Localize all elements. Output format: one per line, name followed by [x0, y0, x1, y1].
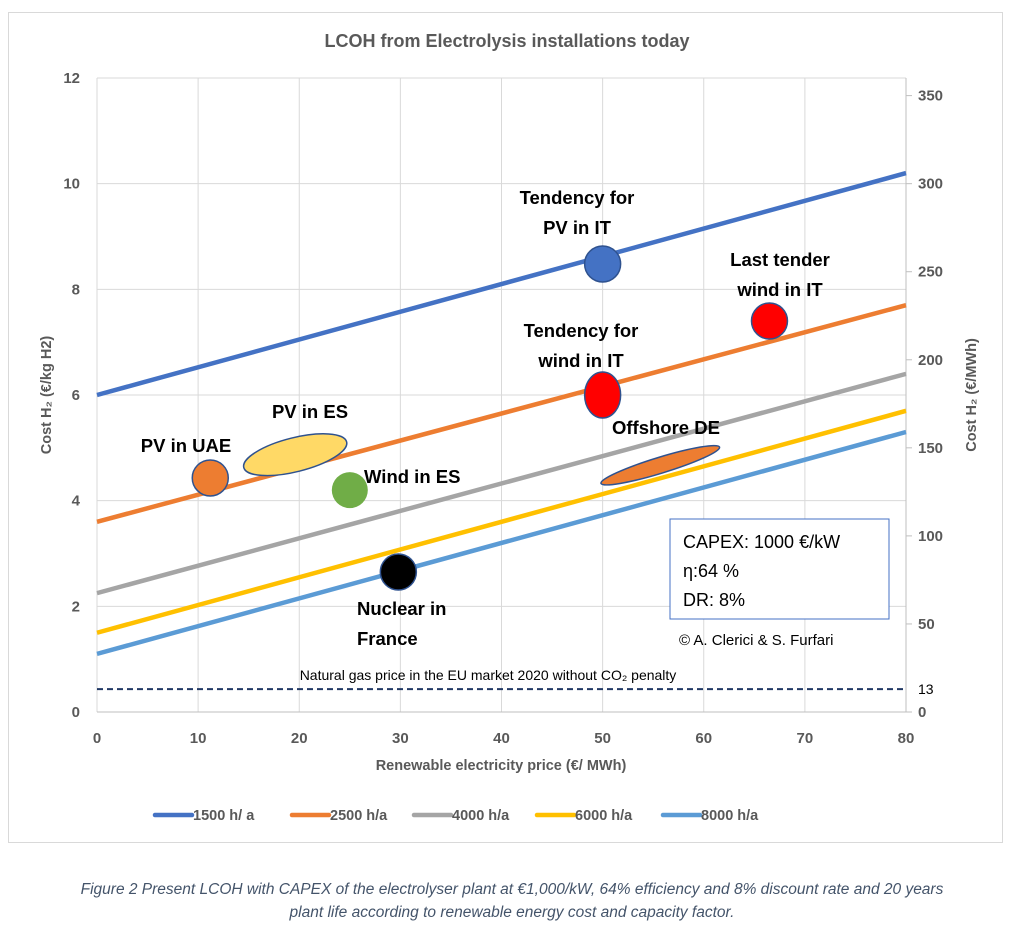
- marker-label-line: wind in IT: [736, 279, 823, 300]
- x-tick-label: 40: [493, 730, 510, 747]
- marker-label-0: Tendency for PV in IT: [520, 187, 635, 238]
- annotation-line: η:64 %: [683, 561, 739, 581]
- legend-label: 6000 h/a: [575, 808, 633, 824]
- figure-caption: Figure 2 Present LCOH with CAPEX of the …: [0, 878, 1024, 924]
- y-tick-label: 4: [72, 493, 81, 510]
- marker-label-line: Last tender: [730, 249, 830, 270]
- y-tick-label: 0: [72, 704, 80, 721]
- marker-2: [583, 371, 622, 419]
- marker-label-5: Wind in ES: [364, 466, 460, 487]
- legend-item-1500: 1500 h/ a: [152, 808, 255, 824]
- marker-label-line: Tendency for: [524, 320, 639, 341]
- marker-label-line: PV in IT: [543, 217, 612, 238]
- marker-6: [600, 444, 721, 486]
- annotation-line: CAPEX: 1000 €/kW: [683, 532, 840, 552]
- y2-tick-label: 150: [918, 440, 943, 457]
- y2-tick-label: 0: [918, 704, 926, 721]
- legend-label: 2500 h/a: [330, 808, 388, 824]
- legend-label: 1500 h/ a: [193, 808, 255, 824]
- marker-label-line: Tendency for: [520, 187, 635, 208]
- marker-4: [191, 459, 230, 497]
- y-axis-title-right: Cost H₂ (€/MWh): [964, 338, 980, 452]
- series-line-1500: [96, 170, 907, 398]
- marker-1: [750, 302, 789, 340]
- series-line-4000: [96, 371, 907, 596]
- reference-line-label: Natural gas price in the EU market 2020 …: [300, 667, 677, 683]
- y-tick-label: 2: [72, 598, 80, 615]
- marker-label-line: France: [357, 628, 418, 649]
- marker-5: [331, 472, 368, 509]
- caption-line-1: Figure 2 Present LCOH with CAPEX of the …: [80, 881, 944, 898]
- x-tick-label: 0: [93, 730, 101, 747]
- y2-tick-label: 200: [918, 352, 943, 369]
- x-tick-label: 20: [291, 730, 308, 747]
- annotation-group: CAPEX: 1000 €/kW η:64 % DR: 8% © A. Clerici…: [669, 518, 890, 649]
- marker-3: [242, 433, 348, 477]
- x-tick-label: 30: [392, 730, 409, 747]
- legend-item-8000: 8000 h/a: [660, 808, 759, 824]
- y-tick-label: 12: [63, 70, 80, 87]
- y2-tick-label: 50: [918, 616, 935, 633]
- y-tick-label: 8: [72, 281, 80, 298]
- series-line-8000: [96, 429, 907, 657]
- series-line-6000: [96, 408, 907, 635]
- annotation-line: DR: 8%: [683, 590, 745, 610]
- marker-label-line: Nuclear in: [357, 598, 446, 619]
- x-tick-label: 50: [594, 730, 611, 747]
- axes: 0 10 20 30 40 50 60 70 8002468101201350100150200…: [63, 70, 943, 747]
- copyright-text: © A. Clerici & S. Furfari: [679, 632, 833, 649]
- caption-line-2: plant life according to renewable energy…: [289, 904, 735, 921]
- legend-label: 8000 h/a: [701, 808, 759, 824]
- reference-line-group: Natural gas price in the EU market 2020 …: [97, 667, 906, 691]
- marker-label-7: Nuclear in France: [357, 598, 446, 649]
- marker-label-line: PV in ES: [272, 401, 348, 422]
- marker-labels: Tendency for PV in IT Last tender wind in I…: [141, 187, 830, 649]
- markers: [191, 245, 789, 591]
- marker-label-2: Tendency for wind in IT: [524, 320, 639, 371]
- y-axis-title-left: Cost H₂ (€/kg H2): [39, 336, 55, 455]
- marker-label-line: Wind in ES: [364, 466, 460, 487]
- annotation-box: [669, 518, 890, 620]
- y-tick-label: 10: [63, 176, 80, 193]
- x-tick-label: 10: [190, 730, 207, 747]
- marker-label-1: Last tender wind in IT: [730, 249, 830, 300]
- chart-title: LCOH from Electrolysis installations tod…: [324, 31, 689, 51]
- x-tick-label: 80: [898, 730, 915, 747]
- marker-label-6: Offshore DE: [612, 417, 720, 438]
- legend-item-2500: 2500 h/a: [289, 808, 388, 824]
- marker-0: [583, 245, 622, 283]
- x-tick-label: 70: [797, 730, 814, 747]
- legend: 1500 h/ a 2500 h/a 4000 h/a 6000 h/a 8000 h/…: [152, 808, 759, 824]
- legend-item-6000: 6000 h/a: [534, 808, 633, 824]
- y2-tick-label: 300: [918, 176, 943, 193]
- legend-item-4000: 4000 h/a: [411, 808, 510, 824]
- marker-7: [379, 553, 418, 591]
- series-lines: [96, 170, 907, 657]
- marker-label-4: PV in UAE: [141, 435, 231, 456]
- y-tick-label: 6: [72, 387, 80, 404]
- y2-tick-label: 13: [918, 681, 934, 697]
- x-tick-label: 60: [695, 730, 712, 747]
- series-line-2500: [96, 303, 907, 524]
- marker-label-line: wind in IT: [537, 350, 624, 371]
- x-axis-title: Renewable electricity price (€/ MWh): [376, 758, 627, 774]
- y2-tick-label: 250: [918, 264, 943, 281]
- legend-label: 4000 h/a: [452, 808, 510, 824]
- marker-label-line: Offshore DE: [612, 417, 720, 438]
- marker-label-3: PV in ES: [272, 401, 348, 422]
- y2-tick-label: 100: [918, 528, 943, 545]
- marker-label-line: PV in UAE: [141, 435, 231, 456]
- y2-tick-label: 350: [918, 88, 943, 105]
